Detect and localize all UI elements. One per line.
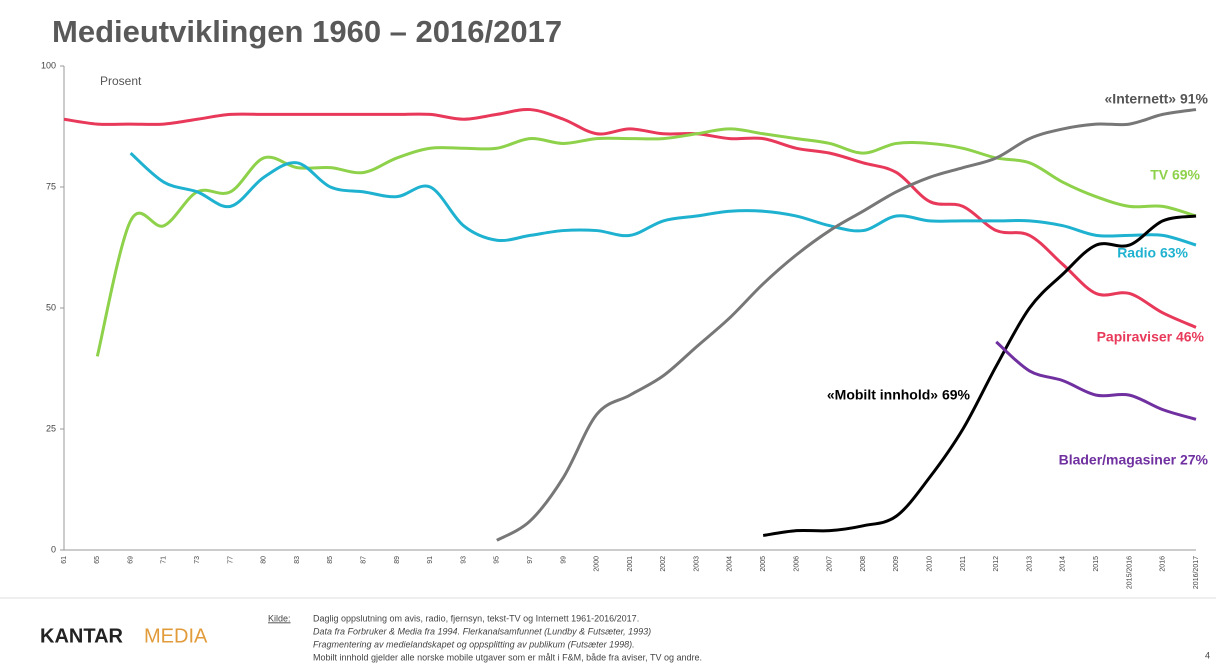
x-tick-label: 87 (360, 556, 367, 564)
series-line (762, 214, 1197, 537)
x-tick-label: 91 (427, 556, 434, 564)
x-tick-label: 2001 (627, 556, 634, 572)
x-tick-label: 97 (527, 556, 534, 564)
x-tick-label: 2012 (993, 556, 1000, 572)
x-tick-label: 61 (61, 556, 68, 564)
source-line: Fragmentering av medielandskapet og opps… (313, 639, 635, 649)
x-tick-label: 2014 (1060, 556, 1067, 572)
x-tick-label: 2010 (926, 556, 933, 572)
x-tick-label: 2005 (760, 556, 767, 572)
y-tick-label: 0 (51, 544, 56, 554)
series-line (95, 127, 1197, 357)
source-line: Mobilt innhold gjelder alle norske mobil… (313, 652, 702, 662)
x-tick-label: 65 (94, 556, 101, 564)
x-tick-label: 71 (161, 556, 168, 564)
x-tick-label: 2009 (893, 556, 900, 572)
y-tick-label: 25 (46, 423, 56, 433)
x-tick-label: 2004 (727, 556, 734, 572)
x-tick-label: 83 (294, 556, 301, 564)
series-label: Radio 63% (1117, 245, 1188, 261)
x-tick-label: 99 (560, 556, 567, 564)
x-tick-label: 2016/2017 (1193, 556, 1200, 589)
source-label: Kilde: (268, 613, 291, 623)
x-tick-label: 77 (227, 556, 234, 564)
x-tick-label: 2006 (793, 556, 800, 572)
x-tick-label: 2008 (860, 556, 867, 572)
x-tick-label: 89 (394, 556, 401, 564)
x-tick-label: 2002 (660, 556, 667, 572)
y-tick-label: 50 (46, 302, 56, 312)
x-tick-label: 95 (494, 556, 501, 564)
x-tick-label: 2015 (1093, 556, 1100, 572)
y-tick-label: 75 (46, 181, 56, 191)
series-line (496, 108, 1197, 542)
series-line (63, 107, 1197, 329)
x-tick-label: 69 (127, 556, 134, 564)
series-label: «Internett» 91% (1105, 91, 1209, 107)
series-line (129, 151, 1197, 247)
x-tick-label: 80 (261, 556, 268, 564)
y-axis-label: Prosent (100, 74, 142, 88)
series-line (995, 340, 1197, 421)
x-tick-label: 2013 (1026, 556, 1033, 572)
x-tick-label: 2000 (594, 556, 601, 572)
x-tick-label: 2016 (1160, 556, 1167, 572)
logo-kantar: KANTAR (40, 625, 124, 647)
x-tick-label: 93 (460, 556, 467, 564)
x-tick-label: 73 (194, 556, 201, 564)
y-tick-label: 100 (41, 60, 56, 70)
logo-media: MEDIA (144, 625, 208, 647)
x-tick-label: 2015/2016 (1126, 556, 1133, 589)
source-line: Daglig oppslutning om avis, radio, fjern… (313, 613, 639, 623)
x-tick-label: 2003 (693, 556, 700, 572)
x-tick-label: 85 (327, 556, 334, 564)
series-label: «Mobilt innhold» 69% (827, 387, 971, 403)
x-tick-label: 2011 (960, 556, 967, 571)
series-label: TV 69% (1150, 167, 1200, 183)
series-label: Blader/magasiner 27% (1059, 452, 1209, 468)
source-line: Data fra Forbruker & Media fra 1994. Fle… (313, 626, 651, 636)
page-number: 4 (1205, 650, 1210, 660)
chart-title: Medieutviklingen 1960 – 2016/2017 (52, 14, 562, 49)
series-label: Papiraviser 46% (1097, 329, 1205, 345)
x-tick-label: 2007 (827, 556, 834, 572)
